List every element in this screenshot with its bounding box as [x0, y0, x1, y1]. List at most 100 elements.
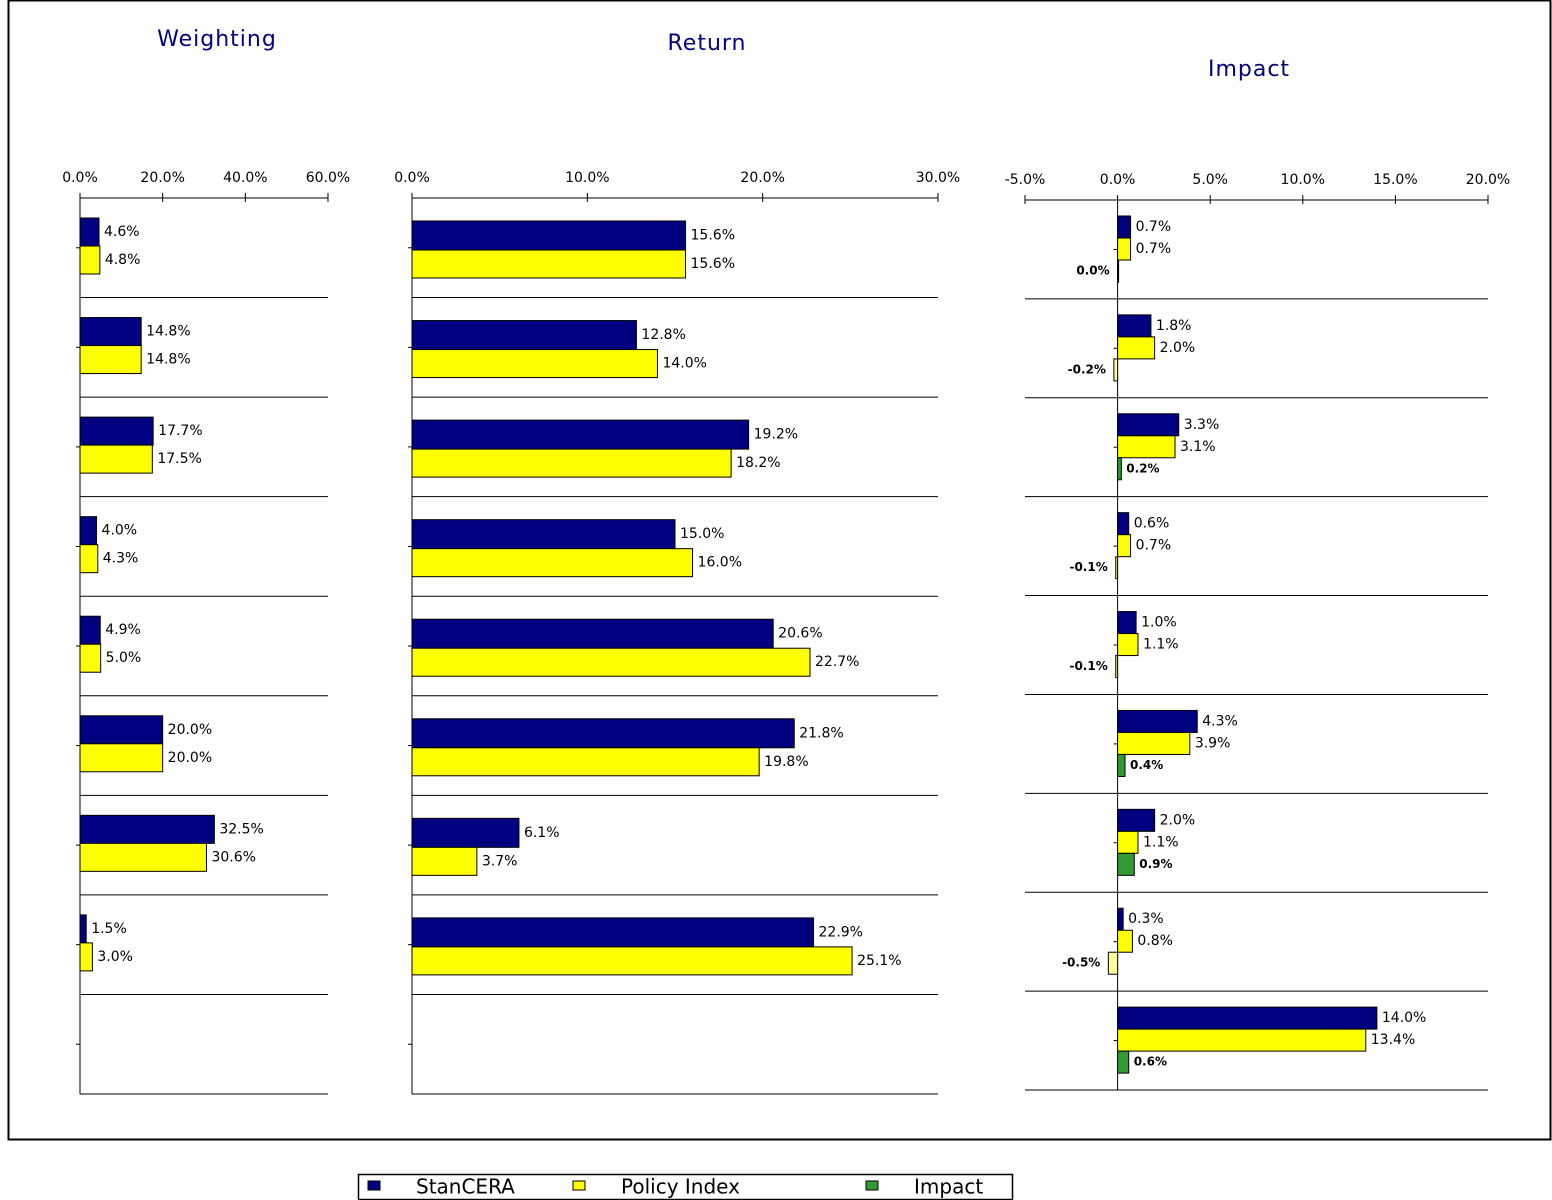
bar: [1117, 753, 1126, 777]
bar: [79, 317, 142, 347]
bar: [1117, 413, 1180, 437]
value-label: 3.1%: [1180, 439, 1216, 455]
value-label: 2.0%: [1160, 812, 1196, 828]
bar: [1117, 457, 1122, 481]
bar: [1117, 336, 1156, 360]
bar: [1117, 929, 1133, 953]
x-tick-label: 15.0%: [1373, 172, 1417, 188]
value-label: 14.8%: [146, 324, 190, 340]
legend-swatch: [367, 1180, 381, 1191]
bar: [79, 743, 164, 773]
value-label: 22.7%: [815, 654, 859, 670]
bar: [79, 217, 100, 247]
bar: [411, 548, 694, 578]
value-label: 5.0%: [106, 650, 142, 666]
x-tick-label: 20.0%: [1466, 172, 1510, 188]
bar: [1117, 731, 1191, 755]
chart-title: Return: [667, 31, 746, 56]
value-label: 25.1%: [857, 953, 901, 969]
value-label: 0.6%: [1134, 516, 1170, 532]
value-label: 15.6%: [691, 256, 735, 272]
value-label: -0.1%: [1069, 659, 1107, 673]
bar: [411, 249, 687, 279]
chart-title: Weighting: [157, 27, 277, 52]
x-tick-label: 10.0%: [565, 170, 609, 186]
bar: [1117, 1028, 1367, 1052]
bar: [79, 715, 164, 745]
bar: [411, 846, 478, 876]
value-label: 13.4%: [1371, 1032, 1415, 1048]
bar: [1117, 1006, 1378, 1030]
legend-label: Impact: [914, 1175, 983, 1199]
bar: [1117, 611, 1137, 635]
value-label: 0.0%: [1076, 264, 1109, 278]
value-label: 17.5%: [157, 451, 201, 467]
bar: [1117, 435, 1176, 459]
value-label: 0.8%: [1137, 933, 1173, 949]
legend-label: StanCERA: [416, 1175, 515, 1199]
bar: [1117, 259, 1120, 283]
value-label: 0.2%: [1126, 461, 1159, 475]
bar: [1117, 907, 1124, 931]
bar: [1117, 633, 1139, 657]
legend-swatch: [572, 1180, 586, 1191]
value-label: 3.7%: [482, 853, 518, 869]
bar: [79, 814, 215, 844]
bar: [411, 448, 732, 478]
bar: [79, 643, 102, 673]
value-label: 15.6%: [691, 228, 735, 244]
x-tick-label: 20.0%: [140, 170, 184, 186]
x-tick-label: 0.0%: [62, 170, 98, 186]
bar: [411, 320, 637, 351]
x-tick-label: 20.0%: [740, 170, 784, 186]
value-label: 21.8%: [799, 725, 843, 741]
x-tick-label: 0.0%: [1100, 172, 1136, 188]
value-label: 18.2%: [736, 455, 780, 471]
bar: [79, 942, 93, 972]
value-label: 1.5%: [91, 921, 127, 937]
value-label: 3.3%: [1184, 417, 1220, 433]
value-label: 0.4%: [1130, 758, 1163, 772]
value-label: 6.1%: [524, 825, 560, 841]
value-label: 1.8%: [1156, 318, 1192, 334]
value-label: 3.9%: [1195, 735, 1231, 751]
bar: [79, 615, 101, 645]
x-tick-label: 5.0%: [1192, 172, 1228, 188]
value-label: 3.0%: [97, 949, 133, 965]
value-label: 20.6%: [778, 626, 822, 642]
value-label: 14.0%: [662, 356, 706, 372]
value-label: 30.6%: [211, 849, 255, 865]
value-label: 4.0%: [102, 523, 138, 539]
value-label: 19.2%: [754, 427, 798, 443]
bar: [1117, 314, 1152, 338]
value-label: -0.5%: [1062, 956, 1100, 970]
bar: [79, 516, 98, 546]
value-label: 2.0%: [1160, 340, 1196, 356]
x-tick-label: 30.0%: [916, 170, 960, 186]
bar: [79, 245, 101, 275]
bar: [411, 817, 520, 848]
bar: [1107, 951, 1119, 975]
x-tick-label: 60.0%: [306, 170, 350, 186]
bar: [411, 747, 760, 777]
x-tick-label: -5.0%: [1005, 172, 1046, 188]
legend-swatch: [865, 1180, 879, 1191]
bar: [79, 914, 87, 944]
bar: [1117, 237, 1132, 261]
value-label: -0.2%: [1068, 362, 1106, 376]
value-label: 0.7%: [1136, 538, 1172, 554]
bar: [1117, 830, 1139, 854]
bar: [1117, 808, 1156, 832]
value-label: 1.0%: [1141, 615, 1177, 631]
bar: [411, 946, 853, 976]
value-label: 15.0%: [680, 526, 724, 542]
value-label: 14.0%: [1382, 1010, 1426, 1026]
value-label: 1.1%: [1143, 834, 1179, 850]
x-tick-label: 0.0%: [394, 170, 430, 186]
bar: [79, 345, 142, 375]
bar: [79, 544, 99, 574]
value-label: 19.8%: [764, 754, 808, 770]
x-tick-label: 10.0%: [1281, 172, 1325, 188]
bar: [1117, 709, 1198, 733]
value-label: 4.8%: [105, 252, 141, 268]
